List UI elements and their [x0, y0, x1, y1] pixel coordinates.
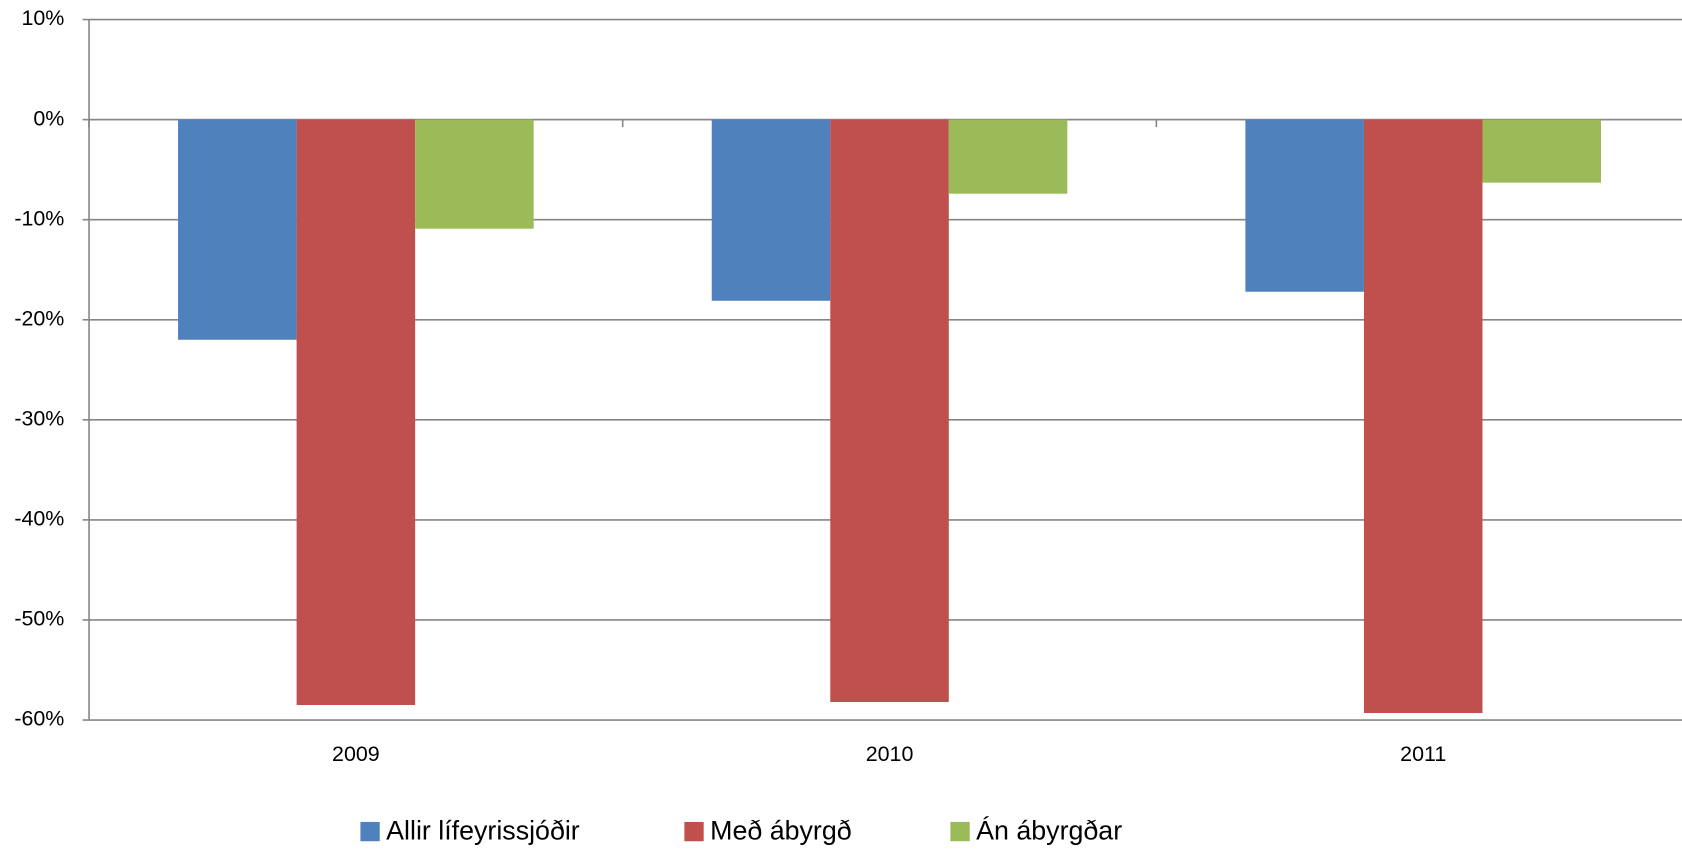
legend-label: Með ábyrgð [710, 816, 852, 846]
y-tick-label: -40% [14, 507, 64, 531]
bar [948, 119, 1068, 194]
legend-swatch [684, 821, 704, 842]
bar [830, 119, 949, 703]
y-tick-label: -10% [14, 206, 64, 230]
x-tick-label: 2011 [1400, 742, 1446, 766]
y-tick-label: 0% [33, 106, 64, 130]
legend-label: Án ábyrgðar [976, 816, 1122, 846]
y-tick-label: -60% [14, 707, 64, 731]
y-tick-label: -20% [14, 306, 64, 330]
bar [711, 119, 831, 301]
x-tick-label: 2009 [332, 742, 380, 766]
bar [1363, 119, 1483, 714]
legend-swatch [950, 821, 970, 842]
legend-label: Allir lífeyrissjóðir [386, 816, 580, 846]
y-tick-label: -30% [14, 406, 64, 430]
x-tick-label: 2010 [866, 742, 914, 766]
y-tick-label: -50% [14, 607, 64, 631]
bar [1482, 119, 1602, 183]
bar [1245, 119, 1364, 292]
bar [296, 119, 416, 706]
bar [415, 119, 534, 229]
bar [178, 119, 297, 340]
y-tick-label: 10% [21, 6, 64, 30]
legend-swatch [360, 821, 380, 842]
